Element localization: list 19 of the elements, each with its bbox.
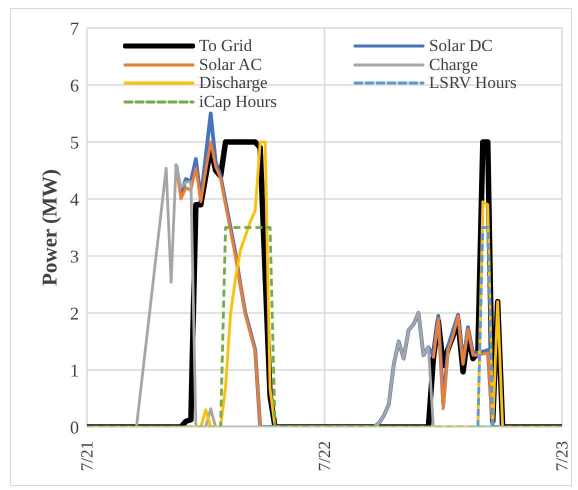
legend-label: LSRV Hours — [429, 73, 517, 92]
y-tick-label: 5 — [70, 132, 79, 152]
x-tick-label: 7/21 — [78, 441, 96, 472]
x-tick-label: 7/23 — [552, 441, 572, 472]
legend-label: iCap Hours — [199, 92, 277, 111]
legend-label: To Grid — [199, 36, 252, 56]
legend-label: Discharge — [199, 73, 268, 92]
y-tick-label: 3 — [70, 246, 79, 266]
y-tick-label: 2 — [70, 303, 79, 324]
y-tick-label: 7 — [70, 18, 79, 38]
legend-label: Charge — [429, 54, 478, 74]
legend-label: Solar AC — [199, 54, 262, 74]
y-tick-label: 4 — [70, 189, 79, 210]
y-tick-label: 1 — [70, 360, 79, 380]
legend-label: Solar DC — [429, 36, 493, 56]
y-tick-label: 0 — [70, 417, 79, 438]
x-tick-label: 7/22 — [315, 441, 334, 472]
y-axis-title: Power (MW) — [37, 169, 62, 286]
y-tick-label: 6 — [70, 75, 79, 96]
